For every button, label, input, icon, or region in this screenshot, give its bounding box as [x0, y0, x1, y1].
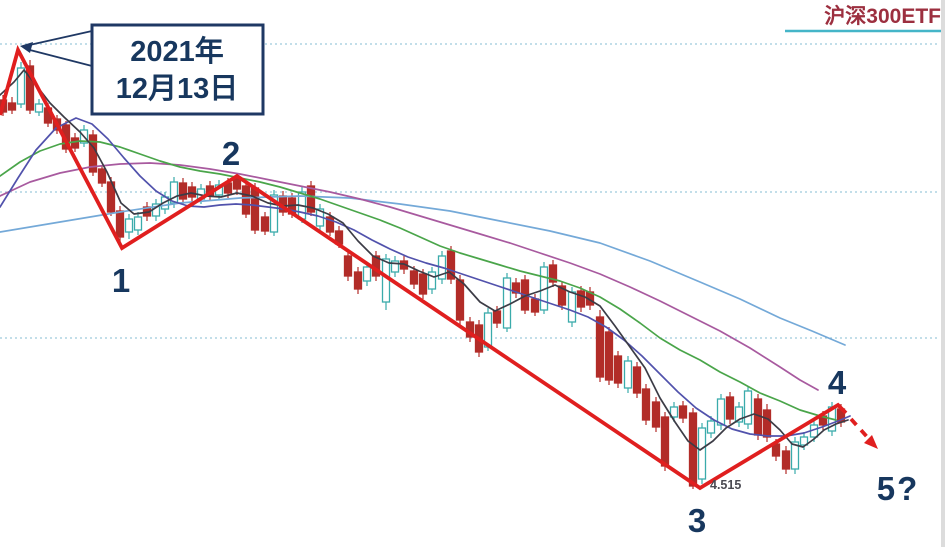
candle-body — [97, 168, 107, 184]
wave-label-2: 2 — [222, 135, 242, 172]
candle-body — [799, 436, 809, 446]
candle-body — [660, 416, 670, 467]
callout-arrowhead-icon — [20, 42, 33, 53]
candle-body — [7, 102, 17, 111]
candle-body — [734, 406, 744, 423]
candle-body — [124, 218, 134, 233]
wave-label-1: 1 — [112, 262, 132, 299]
window-edge — [941, 0, 945, 547]
candle-body — [409, 270, 419, 285]
ma-line-indigo — [0, 117, 851, 437]
candle-body — [706, 420, 716, 434]
candle-body — [576, 290, 586, 308]
candle-body — [725, 396, 735, 420]
candle-body — [688, 412, 698, 487]
candle-body — [169, 181, 179, 204]
callout-date-line2: 12月13日 — [116, 73, 239, 105]
ma-line-green — [0, 140, 837, 421]
ma-line-black — [0, 69, 849, 451]
candle-body — [306, 185, 316, 213]
candle-body — [232, 178, 242, 190]
candle-body — [632, 366, 642, 394]
callout-date-line1: 2021年 — [130, 34, 224, 68]
candle-body — [25, 65, 35, 111]
candle-body — [250, 187, 260, 231]
candle-body — [325, 216, 335, 233]
candle-body — [548, 264, 558, 283]
chart-header: 沪深300ETF — [785, 4, 941, 33]
callout-pointer-line — [24, 30, 93, 47]
candle-body — [743, 390, 753, 425]
candle-body — [567, 291, 577, 323]
wave-label-4: 4 — [828, 364, 848, 401]
candle-body — [16, 67, 26, 105]
candle-body — [446, 250, 456, 280]
candle-body — [604, 331, 614, 381]
ma-line-magenta — [0, 162, 819, 391]
callout-box — [90, 23, 265, 116]
wave-label-5: 5? — [877, 470, 920, 507]
trend-line — [0, 44, 848, 491]
wave-labels: 1 2 3 4 5? 4.515 — [112, 135, 920, 539]
candle-body — [613, 355, 623, 384]
candle-body — [511, 282, 521, 294]
low-price-label: 4.515 — [710, 478, 741, 492]
candle-body — [260, 216, 270, 232]
date-callout: 2021年 12月13日 — [20, 23, 265, 116]
candle-body — [133, 216, 143, 231]
candle-body — [678, 405, 688, 419]
candle-body — [70, 137, 80, 149]
candle-body — [623, 360, 633, 389]
candle-body — [716, 398, 726, 426]
candle-body — [241, 185, 251, 215]
wave-label-3: 3 — [688, 502, 708, 539]
candle-body — [781, 450, 791, 470]
candle-body — [353, 271, 363, 290]
candle-body — [455, 279, 465, 321]
candle-body — [651, 401, 661, 428]
candlesticks — [0, 60, 846, 489]
trend-arrowhead-icon — [864, 435, 878, 449]
candle-body — [790, 441, 800, 470]
candle-body — [381, 258, 391, 303]
candle-body — [115, 210, 125, 238]
candle-body — [530, 298, 540, 313]
candle-body — [595, 316, 605, 378]
candle-body — [34, 103, 44, 113]
candle-body — [557, 285, 567, 306]
candle-body — [641, 388, 651, 421]
candle-body — [343, 255, 353, 277]
candle-body — [390, 260, 400, 273]
candle-body — [178, 182, 188, 200]
candle-body — [492, 310, 502, 324]
candle-body — [269, 194, 279, 233]
elliott-wave-trendline — [0, 44, 878, 491]
moving-average-lines — [0, 69, 851, 451]
candle-body — [697, 427, 707, 480]
callout-pointer-line — [25, 48, 93, 67]
ma-line-lightblue — [0, 195, 846, 346]
candle-body — [502, 277, 512, 329]
candle-body — [762, 409, 772, 438]
trend-arrow-dashed — [849, 417, 871, 441]
candle-body — [427, 271, 437, 290]
instrument-title: 沪深300ETF — [824, 4, 941, 28]
candle-body — [418, 273, 428, 295]
candle-body — [187, 186, 197, 198]
candle-body — [362, 266, 372, 282]
candle-body — [669, 406, 679, 418]
